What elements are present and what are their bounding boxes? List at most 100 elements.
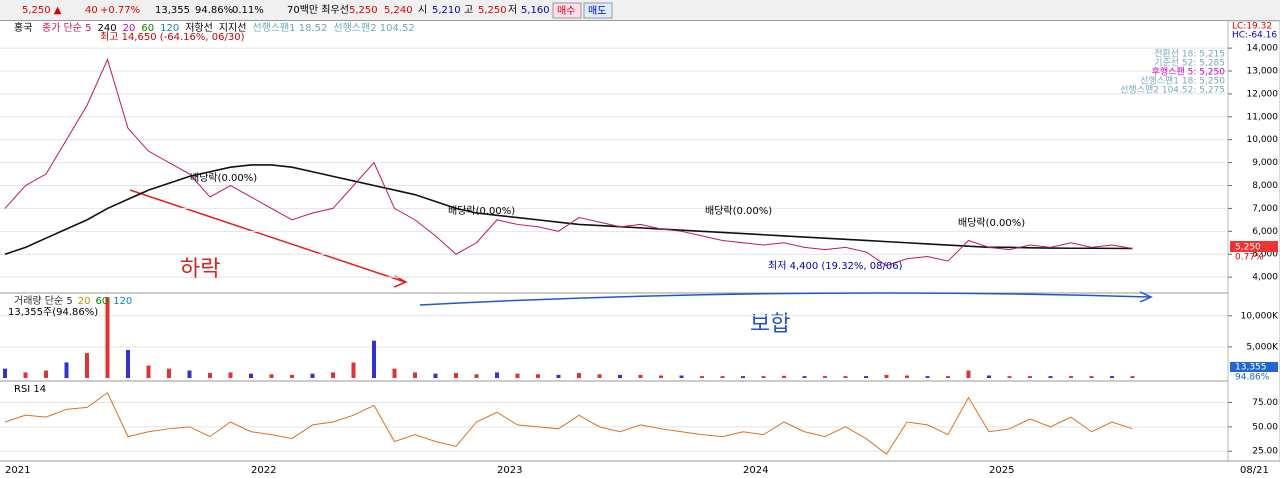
volume-bar	[741, 376, 745, 378]
indicator-value: 후행스팬 5: 5,250	[1152, 66, 1226, 78]
volume-bar	[495, 372, 499, 378]
end-date: 08/21	[1240, 465, 1269, 476]
volume-bar	[1007, 376, 1012, 378]
volume-bar	[3, 368, 7, 378]
volume-bar	[905, 375, 909, 378]
y-tick-label: 10,000K	[1241, 311, 1279, 321]
current-volume: 13,355	[1235, 363, 1267, 373]
volume-bar	[187, 370, 192, 378]
legend-item: 선행스팬2 104.52	[333, 22, 414, 34]
volume-bar	[331, 372, 335, 378]
dividend-annotation: 배당락(0.00%)	[448, 205, 515, 217]
volume-bar	[64, 362, 69, 378]
legend-item: 240	[98, 23, 117, 34]
volume-bar	[392, 368, 397, 378]
x-tick-label: 2024	[743, 465, 768, 476]
volume-bar	[44, 370, 48, 378]
current-price: 5,250	[1235, 243, 1261, 253]
y-tick-label: 13,000	[1247, 67, 1279, 77]
low-annotation: 최저 4,400 (19.32%, 08/06)	[768, 260, 903, 272]
sell-button[interactable]	[583, 2, 613, 19]
dividend-annotation: 배당락(0.00%)	[705, 205, 772, 217]
volume-bar	[659, 375, 663, 378]
rsi-line	[4, 391, 1133, 455]
open: 5,210	[432, 5, 461, 16]
y-tick-label: 75.00	[1252, 398, 1278, 408]
volume-bar	[1069, 376, 1073, 378]
volume-bar	[85, 353, 89, 378]
current-volume-box	[1230, 362, 1278, 372]
low: 5,160	[521, 5, 550, 16]
volume-bar	[577, 373, 581, 378]
flat-arrow	[419, 292, 1151, 306]
volume-bar	[413, 372, 417, 378]
high: 5,250	[478, 5, 507, 16]
lc-label: LC:19.32	[1232, 22, 1272, 32]
y-tick-label: 11,000	[1247, 112, 1279, 122]
hc-label: HC:-64.16	[1232, 31, 1277, 41]
y-tick-label: 7,000	[1252, 204, 1278, 214]
high-annotation: 최고 14,650 (-64.16%, 06/30)	[100, 31, 245, 43]
change-pct: +0.77%	[100, 5, 140, 16]
volume-bar	[720, 376, 725, 378]
volume-bar	[290, 374, 294, 378]
x-tick-label: 2021	[5, 465, 30, 476]
current-volume-pct: 94.86%	[1235, 373, 1270, 383]
volume-bar	[372, 340, 376, 378]
volume-bar	[433, 373, 438, 378]
legend-item: 종가 단순 5	[42, 22, 92, 34]
volume-bar	[1028, 376, 1032, 378]
fall-note: 하락	[180, 257, 220, 282]
volume-bar	[126, 350, 130, 378]
volume-bar	[556, 374, 561, 378]
high-label: 고	[464, 5, 473, 16]
indicator-value: 전환선 18: 5,215	[1154, 48, 1225, 60]
volume-bar	[105, 297, 110, 378]
volume-bar	[782, 375, 786, 378]
volume-bar	[269, 374, 274, 378]
volume-bar	[167, 368, 171, 378]
best-quote-label: 70백만 최우선	[287, 4, 349, 16]
current-pct: 0.77%	[1235, 253, 1264, 263]
volume-bar	[351, 362, 356, 378]
ma-240-line	[4, 164, 1133, 255]
y-tick-label: 8,000	[1252, 181, 1278, 191]
legend-item: 60	[95, 296, 108, 307]
volume-bar	[597, 374, 602, 378]
current-price-box	[1230, 241, 1278, 252]
legend-item: 120	[113, 296, 132, 307]
flat-arrowhead	[1139, 291, 1153, 303]
volume-bar	[1110, 376, 1114, 378]
y-tick-label: 10,000	[1247, 135, 1279, 145]
volume-bar	[638, 374, 643, 378]
sell-button-label[interactable]: 매도	[588, 5, 606, 17]
legend-item: 20	[78, 296, 91, 307]
volume-bar	[536, 374, 540, 378]
volume-bar	[146, 365, 151, 378]
y-tick-label: 50.00	[1252, 422, 1278, 432]
x-tick-label: 2022	[251, 465, 276, 476]
volume-bar	[474, 374, 479, 378]
volume-bar	[454, 373, 458, 378]
y-tick-label: 25.00	[1252, 447, 1278, 457]
y-tick-label: 5,000	[1252, 250, 1278, 260]
legend-item: 20	[123, 23, 136, 34]
volume-bar	[864, 376, 868, 378]
legend-item: 지지선	[219, 22, 247, 34]
y-tick-label: 4,000	[1252, 273, 1278, 283]
buy-button-label[interactable]: 매수	[557, 5, 575, 17]
x-tick-label: 2025	[989, 465, 1014, 476]
legend-item: 선행스팬1 18.52	[252, 22, 327, 34]
buy-button[interactable]	[552, 2, 582, 19]
y-tick-label: 5,000K	[1246, 342, 1279, 352]
volume-bar	[515, 373, 520, 378]
volume-bar	[946, 376, 950, 378]
dividend-annotation: 배당락(0.00%)	[190, 172, 257, 184]
volume-bar	[1130, 376, 1135, 378]
volume-summary: 13,355주(94.86%)	[8, 307, 98, 318]
indicator-value: 선행스팬1 18: 5,250	[1140, 75, 1225, 87]
volume-bar	[843, 376, 848, 378]
volume-bar	[310, 373, 315, 378]
volume-bar	[966, 370, 971, 378]
